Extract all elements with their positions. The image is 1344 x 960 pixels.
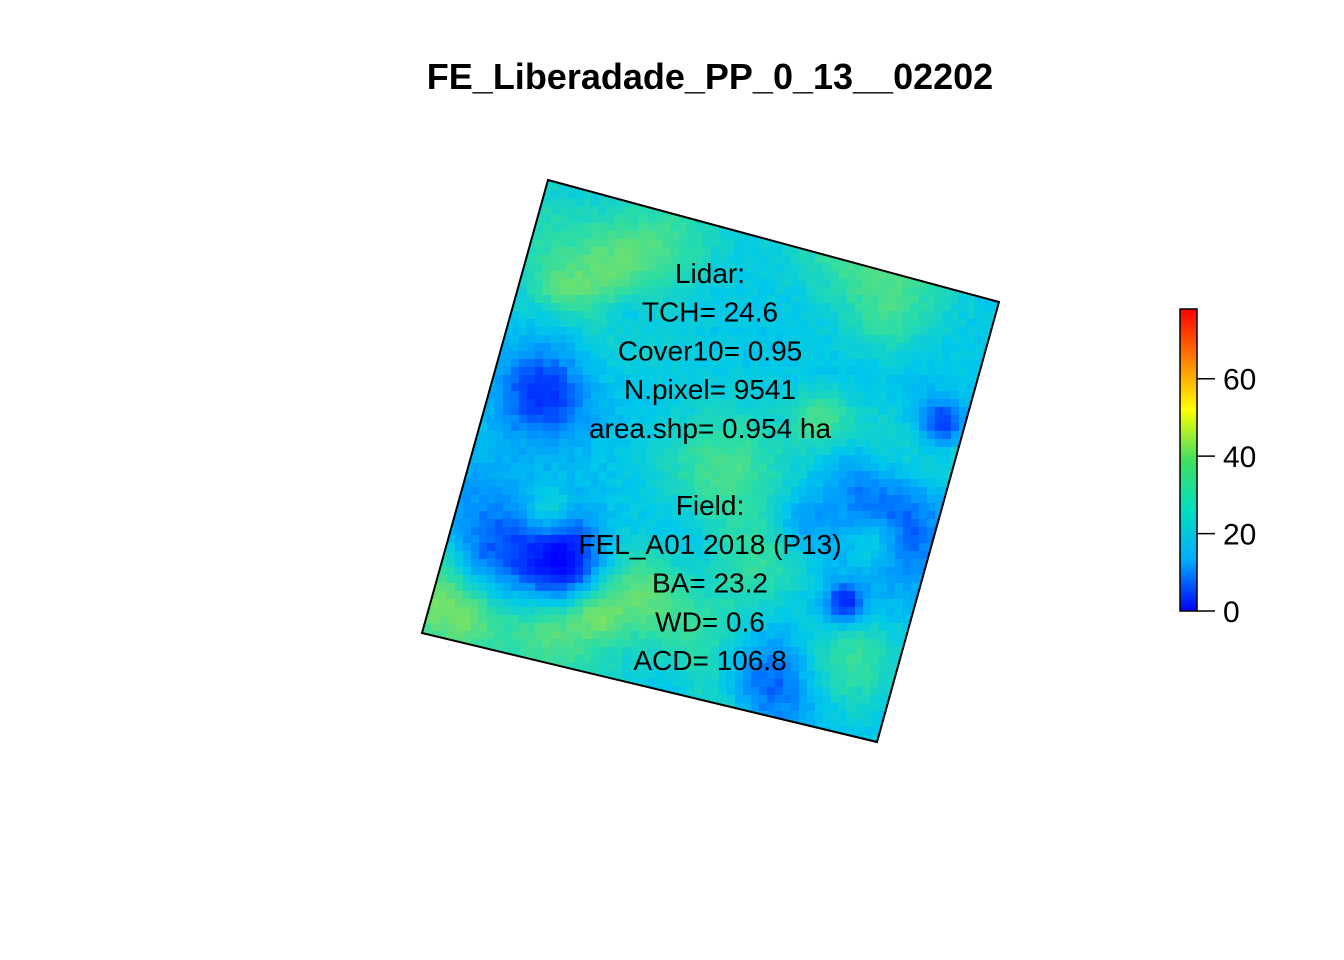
legend-tick-label: 0 (1223, 596, 1240, 629)
lidar-stat-line: Lidar: (675, 258, 745, 289)
lidar-stat-line: Cover10= 0.95 (618, 335, 802, 366)
plot-boundary (420, 178, 1001, 744)
map-title: FE_Liberadade_PP_0_13__02202 (426, 56, 994, 97)
legend-tick-label: 20 (1223, 519, 1256, 552)
legend-tick-label: 40 (1223, 441, 1256, 474)
color-legend: 0 20 40 60 (1179, 308, 1256, 629)
field-stat-line: Field: (676, 490, 744, 521)
field-stat-line: ACD= 106.8 (633, 645, 786, 676)
legend-tick-label: 60 (1223, 364, 1256, 397)
lidar-stat-line: N.pixel= 9541 (624, 374, 796, 405)
field-stat-line: FEL_A01 2018 (P13) (578, 529, 841, 560)
legend-ticks: 0 20 40 60 (1197, 364, 1256, 629)
annotation-text: Lidar: TCH= 24.6 Cover10= 0.95 N.pixel= 954… (578, 258, 841, 676)
lidar-stat-line: TCH= 24.6 (642, 297, 778, 328)
lidar-stat-line: area.shp= 0.954 ha (589, 413, 832, 444)
field-stat-line: WD= 0.6 (655, 606, 765, 637)
legend-color-bar (1179, 308, 1198, 612)
field-stat-line: BA= 23.2 (652, 568, 768, 599)
